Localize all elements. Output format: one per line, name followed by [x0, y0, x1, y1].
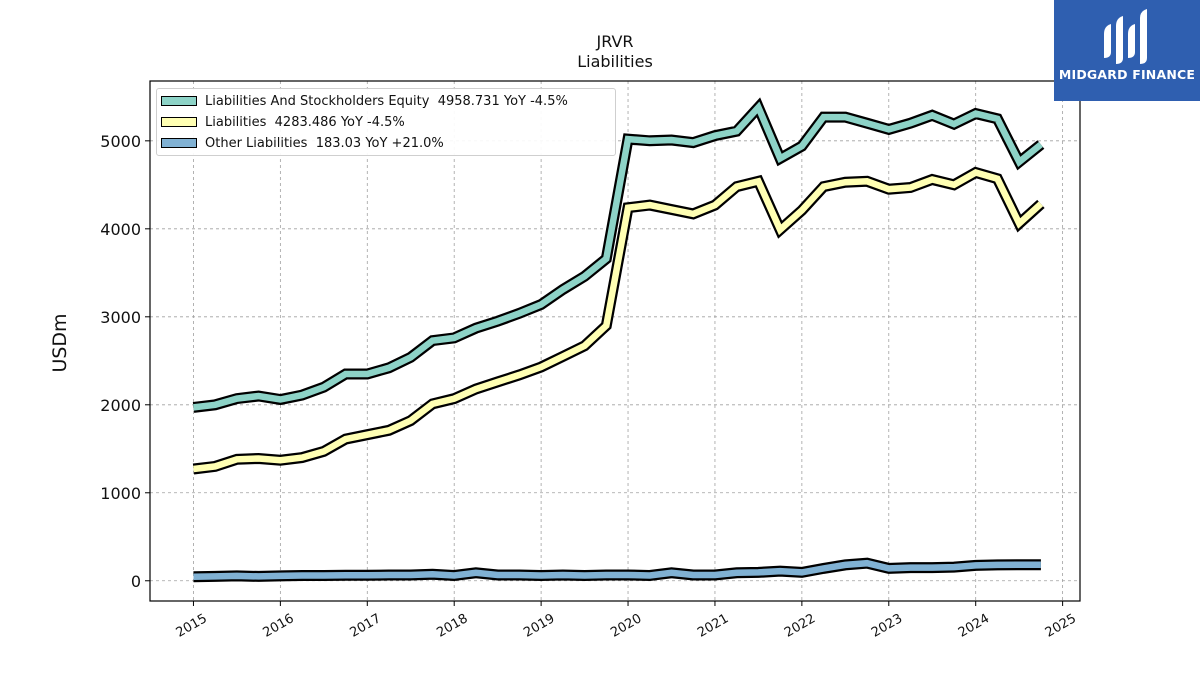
legend-label-liabilities: Liabilities 4283.486 YoY -4.5%	[205, 114, 405, 130]
legend-swatch-liabilities	[161, 117, 197, 127]
gridlines	[150, 81, 1080, 601]
y-tick-label: 3000	[100, 308, 141, 327]
x-tick-label: 2017	[347, 611, 383, 641]
y-axis-label: USDm	[49, 313, 71, 373]
series-lines	[192, 97, 1045, 583]
y-tick-label: 0	[131, 572, 141, 591]
x-tick-label: 2015	[174, 611, 210, 641]
legend: Liabilities And Stockholders Equity 4958…	[156, 88, 616, 156]
chart-subtitle: Liabilities	[577, 52, 653, 71]
legend-label-equity: Liabilities And Stockholders Equity 4958…	[205, 93, 568, 109]
x-tick-label: 2019	[521, 611, 557, 641]
x-tick-label: 2023	[869, 611, 905, 641]
x-tick-label: 2022	[782, 611, 818, 641]
y-tick-label: 4000	[100, 220, 141, 239]
legend-item-other-liabilities: Other Liabilities 183.03 YoY +21.0%	[161, 134, 444, 152]
y-axis-ticks: 0 1000 2000 3000 4000 5000	[100, 132, 150, 591]
y-tick-label: 2000	[100, 396, 141, 415]
x-tick-label: 2018	[434, 611, 470, 641]
logo-mark-icon	[1104, 9, 1147, 64]
logo-text: MIDGARD FINANCE	[1058, 67, 1196, 82]
x-axis-ticks: 2015 2016 2017 2018 2019 2020 2021 2022 2023 2024…	[174, 601, 1079, 641]
legend-item-liabilities: Liabilities 4283.486 YoY -4.5%	[161, 113, 405, 131]
series-line-liabilities	[193, 169, 1044, 473]
x-tick-label: 2025	[1043, 611, 1079, 641]
x-tick-label: 2021	[695, 611, 731, 641]
plot-frame	[149, 80, 1081, 602]
y-tick-label: 5000	[100, 132, 141, 151]
legend-swatch-equity	[161, 96, 197, 106]
x-tick-label: 2016	[261, 611, 297, 641]
legend-label-other-liabilities: Other Liabilities 183.03 YoY +21.0%	[205, 135, 444, 151]
y-tick-label: 1000	[100, 484, 141, 503]
midgard-finance-logo: MIDGARD FINANCE	[1054, 0, 1200, 101]
legend-swatch-other-liabilities	[161, 138, 197, 148]
series-line-equity	[193, 101, 1043, 411]
series-line-other-liabilities	[193, 559, 1041, 581]
legend-item-equity: Liabilities And Stockholders Equity 4958…	[161, 92, 568, 110]
chart-title: JRVR	[596, 32, 634, 51]
x-tick-label: 2020	[608, 611, 644, 641]
x-tick-label: 2024	[956, 611, 992, 641]
